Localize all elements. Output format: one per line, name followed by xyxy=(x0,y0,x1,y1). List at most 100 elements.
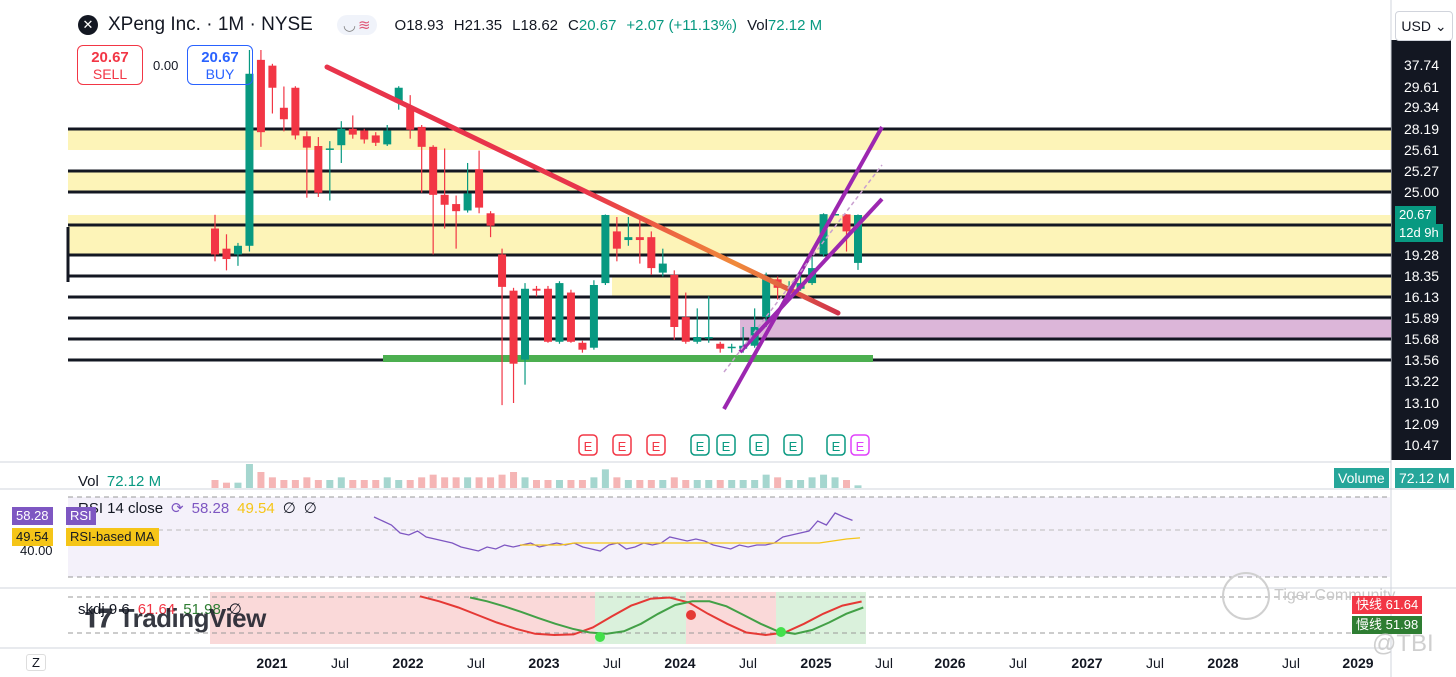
zone-yellow xyxy=(612,276,1391,297)
price-axis-label: 15.89 xyxy=(1404,310,1439,326)
time-axis-label: 2029 xyxy=(1342,655,1373,671)
candle-body xyxy=(612,231,621,249)
candle-body xyxy=(325,148,334,150)
xpeng-logo-icon[interactable]: ✕ xyxy=(78,15,98,35)
candle-body xyxy=(371,135,380,143)
ohlc-value: 18.93 xyxy=(406,16,444,34)
price-axis-label: 29.34 xyxy=(1404,99,1439,115)
volume-bar xyxy=(498,474,506,488)
price-axis-label: 15.68 xyxy=(1404,331,1439,347)
volume-legend[interactable]: Vol 72.12 M xyxy=(78,473,161,490)
earnings-marker-label: E xyxy=(618,439,627,454)
volume-bar xyxy=(808,477,816,488)
candle-body xyxy=(498,254,507,287)
candle-body xyxy=(681,317,690,342)
volume-bar xyxy=(601,469,609,488)
candle-body xyxy=(762,277,771,318)
kdj-fast-tag: 快线 61.64 xyxy=(1352,596,1423,614)
rsi-level-label: 40.00 xyxy=(20,543,53,558)
time-axis-label: Jul xyxy=(1146,655,1164,671)
earnings-marker-label: E xyxy=(584,439,593,454)
earnings-marker xyxy=(612,434,632,456)
ohlc-value: 18.62 xyxy=(520,16,559,34)
kdj-fast-value: 61.64 xyxy=(1385,597,1419,612)
candle-body xyxy=(658,263,667,273)
candle-body xyxy=(475,169,484,208)
candle-body xyxy=(360,130,369,140)
volume-bar xyxy=(521,477,529,488)
volume-bar xyxy=(670,477,678,488)
candle-body xyxy=(532,288,541,291)
sell-label: SELL xyxy=(92,66,128,82)
support-line xyxy=(383,355,873,362)
sell-button[interactable]: 20.67 SELL xyxy=(77,45,143,85)
buy-label: BUY xyxy=(205,66,235,82)
price-axis-label: 28.19 xyxy=(1404,121,1439,137)
candle-body xyxy=(429,146,438,195)
buy-price: 20.67 xyxy=(201,49,239,66)
eye-icon[interactable]: ◡ xyxy=(342,17,356,34)
volume-bar xyxy=(762,474,770,488)
volume-bar xyxy=(395,480,403,488)
volume-bar xyxy=(544,480,552,488)
volume-bar xyxy=(211,480,219,488)
candle-body xyxy=(256,59,265,133)
volume-bar xyxy=(452,477,460,488)
candle-body xyxy=(211,228,219,255)
kdj-slow-value: 51.98 xyxy=(1385,617,1419,632)
symbol-title[interactable]: XPeng Inc. · 1M · NYSE xyxy=(108,14,313,35)
price-axis-label: 18.35 xyxy=(1404,268,1439,284)
spread-value: 0.00 xyxy=(153,58,179,73)
ohlc-item: Vol72.12 M xyxy=(747,17,822,34)
volume-bar xyxy=(291,480,299,488)
chevron-down-icon: ⌄ xyxy=(1434,18,1447,34)
candle-body xyxy=(440,194,449,205)
timezone-button[interactable]: Z xyxy=(26,654,46,671)
refresh-icon[interactable]: ⟳ xyxy=(171,500,184,517)
compare-wave-icon[interactable]: ≋ xyxy=(357,17,371,34)
buy-button[interactable]: 20.67 BUY xyxy=(187,45,253,85)
time-axis-label: 2024 xyxy=(664,655,695,671)
zone-yellow xyxy=(68,129,1391,150)
candle-body xyxy=(842,214,851,232)
time-axis-label: Jul xyxy=(603,655,621,671)
earnings-marker xyxy=(850,434,870,456)
price-axis-label: 16.13 xyxy=(1404,289,1439,305)
zone-yellow xyxy=(68,215,1391,255)
price-axis-label: 13.56 xyxy=(1404,352,1439,368)
price-axis-label: 25.27 xyxy=(1404,163,1439,179)
currency-selector[interactable]: USD ⌄ xyxy=(1395,11,1453,41)
time-axis-label: Jul xyxy=(739,655,757,671)
volume-bar xyxy=(659,480,667,488)
volume-tag-label: Volume xyxy=(1338,470,1385,486)
candle-body xyxy=(601,214,610,284)
candle-body xyxy=(578,342,587,350)
candle-body xyxy=(394,87,403,103)
candle-body xyxy=(233,245,242,255)
volume-bar xyxy=(854,485,862,488)
price-axis-label: 12.09 xyxy=(1404,416,1439,432)
skdj-legend[interactable]: skdj 9 6 61.64 51.98 ∅ xyxy=(78,600,242,619)
ohlc-label: C xyxy=(568,16,579,34)
earnings-marker-label: E xyxy=(856,439,865,454)
rsi-ma-line xyxy=(520,537,861,546)
time-axis-label: Jul xyxy=(331,655,349,671)
indicator-toggle-icons[interactable]: ◡ ≋ xyxy=(336,15,377,35)
volume-bar xyxy=(693,480,701,488)
volume-bar xyxy=(406,480,414,488)
volume-bar xyxy=(705,480,713,488)
price-axis-label: 29.61 xyxy=(1404,79,1439,95)
volume-bar xyxy=(590,477,598,488)
volume-bar xyxy=(372,480,380,488)
skdj-legend-empty: ∅ xyxy=(228,601,242,618)
volume-bar xyxy=(728,480,736,488)
skdj-legend-title: skdj 9 6 xyxy=(78,600,130,618)
ohlc-value: 21.35 xyxy=(464,16,503,34)
candle-body xyxy=(406,107,415,130)
candle-body xyxy=(509,290,518,364)
candle-body xyxy=(854,215,862,263)
rsi-legend[interactable]: RSI 14 close ⟳ 58.28 49.54 ∅ ∅ xyxy=(78,499,317,518)
time-axis-label: Jul xyxy=(1282,655,1300,671)
volume-axis-tag: Volume xyxy=(1334,468,1389,488)
